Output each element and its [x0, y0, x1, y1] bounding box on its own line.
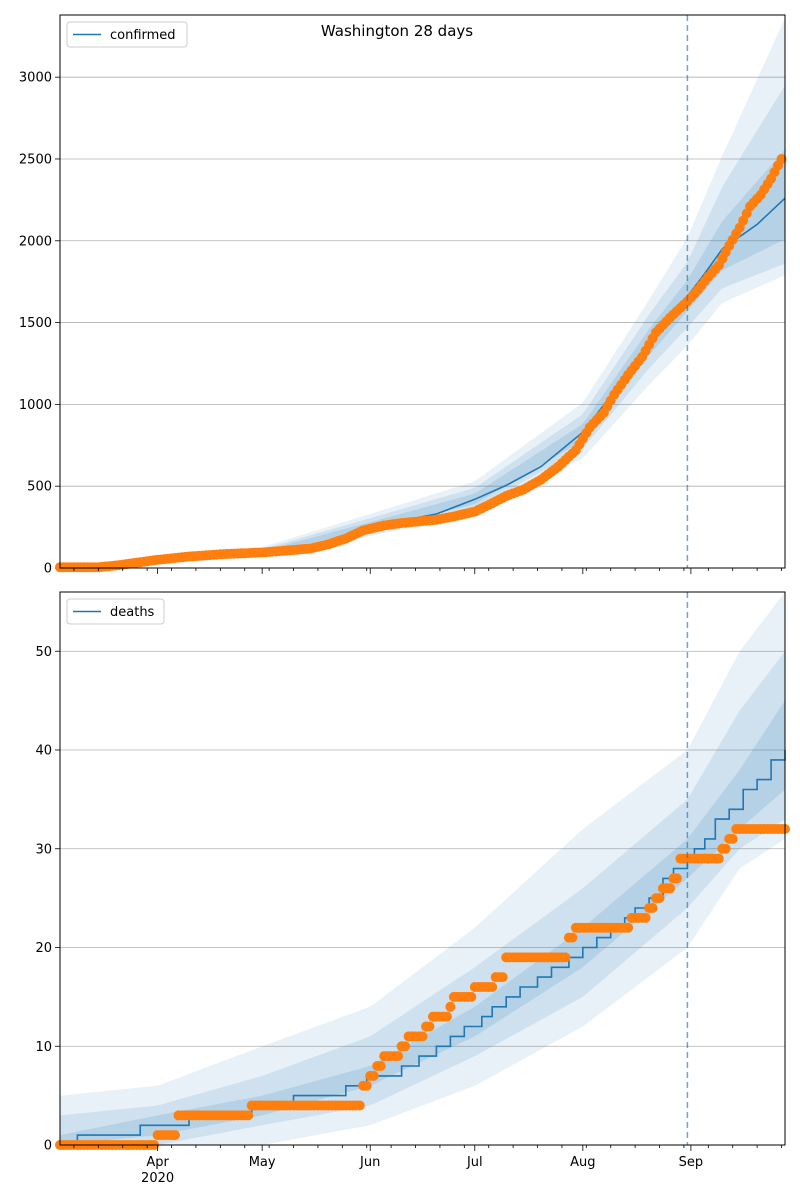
observed-point [647, 903, 658, 913]
y-tick-label: 1500 [19, 316, 52, 331]
observed-point [776, 154, 787, 164]
y-tick-label: 2500 [19, 152, 52, 167]
observed-point [665, 883, 675, 894]
x-tick-label: Jun [359, 1155, 380, 1170]
observed-point [466, 991, 477, 1002]
y-tick-label: 40 [35, 744, 52, 759]
y-tick-label: 20 [35, 941, 52, 956]
observed-point [368, 1070, 379, 1081]
axes-frame [59, 14, 786, 569]
y-tick-label: 30 [35, 842, 52, 857]
observed-point [424, 1021, 435, 1032]
x-tick-label: May [249, 1155, 276, 1170]
x-tick-label: Apr [146, 1155, 169, 1170]
uncertainty-band-outer [60, 18, 785, 569]
legend-box [66, 21, 188, 48]
observed-point [560, 952, 571, 963]
observed-point [713, 853, 724, 864]
observed-point [393, 1051, 404, 1062]
observed-point [243, 1110, 254, 1121]
confirmed-panel: 0 500 1000 1500 2000 2500 3000 confirmed [19, 14, 787, 577]
observed-point [441, 1011, 452, 1022]
observed-point [720, 843, 731, 854]
observed-point [727, 833, 738, 844]
observed-point [640, 912, 651, 923]
observed-point [654, 893, 665, 904]
observed-point [375, 1061, 386, 1071]
figure-title: Washington 28 days [321, 22, 473, 40]
observed-point [497, 972, 508, 983]
y-tick-label: 0 [44, 1139, 52, 1154]
observed-point [487, 982, 498, 992]
uncertainty-band-outer [60, 592, 785, 1145]
legend-label: confirmed [110, 28, 176, 43]
observed-point [400, 1041, 411, 1052]
x-tick-label: Jul [466, 1155, 483, 1170]
x-tick-label: Aug [570, 1155, 595, 1170]
x-tick-label: Sep [679, 1155, 704, 1170]
x-tick-sublabel: 2020 [141, 1171, 174, 1186]
legend-box [66, 598, 165, 625]
y-tick-label: 3000 [19, 71, 52, 86]
y-tick-label: 2000 [19, 234, 52, 249]
observed-point [361, 1080, 372, 1091]
observed-point [567, 932, 578, 943]
observed-point [170, 1130, 180, 1141]
model-line-deaths [60, 750, 786, 1146]
y-tick-label: 500 [27, 480, 52, 495]
observed-point [671, 873, 682, 884]
observed-point [417, 1031, 428, 1042]
y-tick-label: 50 [35, 645, 52, 660]
observed-point [623, 922, 634, 933]
legend-label: deaths [110, 605, 155, 620]
y-tick-label: 10 [35, 1040, 52, 1055]
observed-point [354, 1100, 365, 1111]
uncertainty-band-middle [60, 651, 785, 1145]
y-tick-label: 1000 [19, 398, 52, 413]
observed-point [445, 1001, 456, 1012]
axes-frame [59, 591, 786, 1146]
y-tick-label: 0 [44, 562, 52, 577]
